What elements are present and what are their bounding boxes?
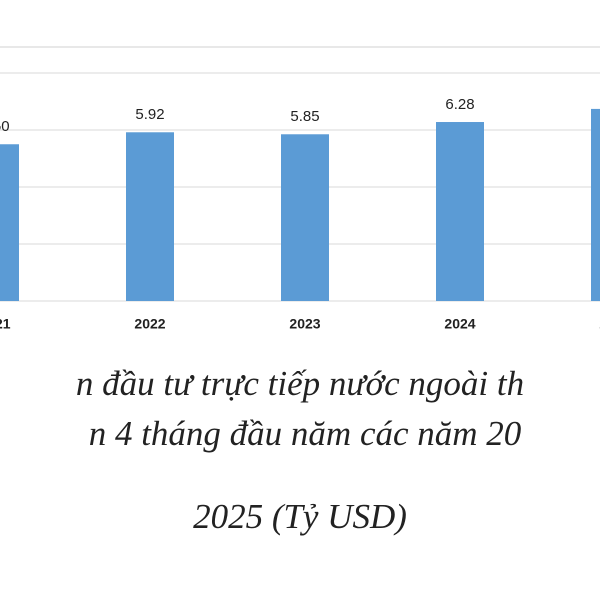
x-tick-label: 2024	[444, 316, 475, 332]
bar	[0, 144, 19, 301]
value-label: 5.85	[290, 108, 319, 125]
title-line: 2025 (Tỷ USD)	[193, 497, 407, 536]
x-tick-label: 2022	[134, 316, 165, 332]
bar	[436, 122, 484, 302]
title-line: n đầu tư trực tiếp nước ngoài th	[76, 364, 524, 403]
x-tick-label: 2023	[289, 316, 320, 332]
value-label: 6.28	[445, 96, 474, 113]
x-tick-label: 2021	[0, 316, 11, 332]
bar	[281, 134, 329, 301]
title-line: n 4 tháng đầu năm các năm 20	[89, 414, 522, 453]
value-label: 5.92	[135, 106, 164, 123]
value-label: 5.50	[0, 118, 10, 135]
bar	[126, 132, 174, 301]
bar	[591, 108, 600, 301]
